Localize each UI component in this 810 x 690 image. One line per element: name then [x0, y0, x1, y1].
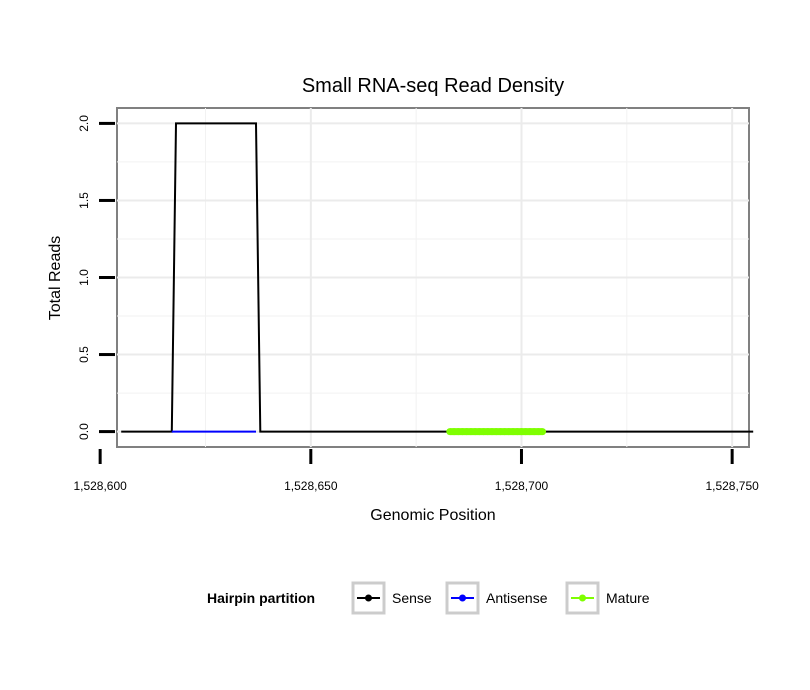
chart-title: Small RNA-seq Read Density — [302, 75, 564, 97]
y-tick-label: 1.5 — [77, 192, 91, 209]
y-axis: 0.0 0.5 1.0 1.5 2.0 — [77, 115, 115, 440]
legend-key-point — [459, 594, 466, 602]
x-tick-label: 1,528,600 — [73, 479, 127, 493]
y-tick-label: 1.0 — [77, 269, 91, 286]
legend-item-mature: Mature — [565, 581, 650, 615]
y-tick-label: 0.5 — [77, 346, 91, 363]
y-tick-label: 0.0 — [77, 423, 91, 440]
legend: Hairpin partition Sense Antisense Mature — [207, 581, 650, 615]
y-axis-title: Total Reads — [47, 236, 64, 321]
x-tick-label: 1,528,750 — [705, 479, 759, 493]
x-axis-title: Genomic Position — [370, 507, 495, 524]
legend-title: Hairpin partition — [207, 590, 315, 606]
legend-key-point — [579, 594, 586, 602]
x-tick-label: 1,528,700 — [495, 479, 549, 493]
legend-item-sense: Sense — [351, 581, 432, 615]
legend-key-point — [365, 594, 372, 602]
minor-grid — [117, 108, 749, 447]
series-layer — [121, 122, 754, 436]
x-axis: 1,528,600 1,528,650 1,528,700 1,528,750 — [73, 449, 759, 493]
x-tick-label: 1,528,650 — [284, 479, 338, 493]
legend-label: Sense — [392, 590, 432, 606]
mature-point — [539, 428, 547, 436]
y-tick-label: 2.0 — [77, 115, 91, 132]
series-line-sense — [121, 122, 754, 433]
legend-label: Antisense — [486, 590, 548, 606]
legend-label: Mature — [606, 590, 650, 606]
legend-item-antisense: Antisense — [445, 581, 548, 615]
